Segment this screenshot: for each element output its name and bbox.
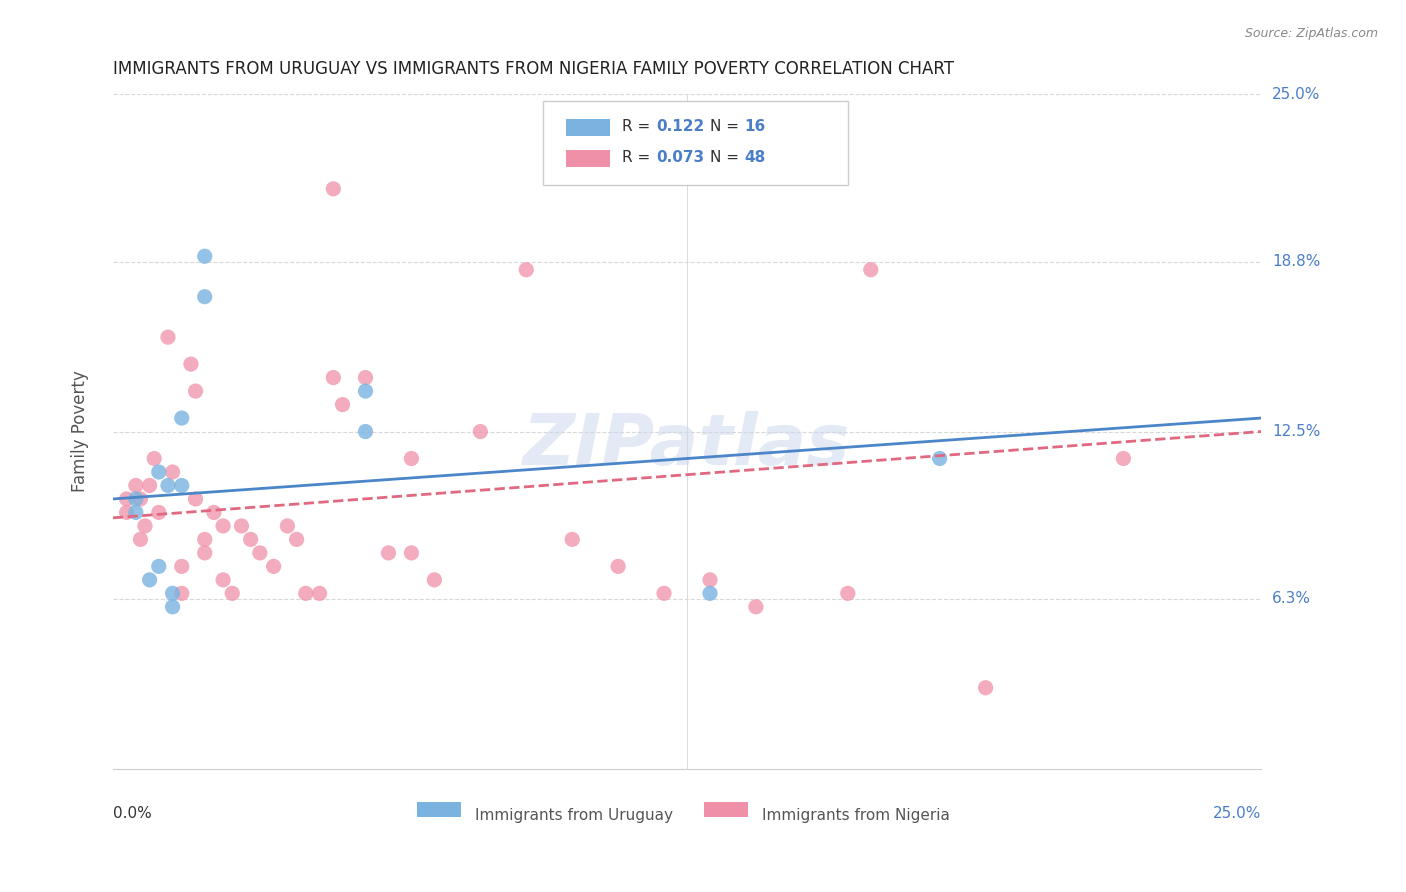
Point — [115, 505, 138, 519]
Text: N =: N = — [710, 151, 744, 165]
Point — [859, 262, 882, 277]
Point — [212, 573, 235, 587]
Text: Immigrants from Nigeria: Immigrants from Nigeria — [762, 808, 949, 822]
Point — [354, 370, 377, 384]
Point — [928, 451, 950, 466]
Point — [1112, 451, 1135, 466]
FancyBboxPatch shape — [544, 101, 848, 186]
Point — [162, 586, 184, 600]
Text: N =: N = — [710, 120, 744, 135]
Point — [194, 249, 217, 263]
Point — [138, 573, 160, 587]
Point — [156, 478, 179, 492]
Point — [194, 533, 217, 547]
Point — [184, 491, 207, 506]
Point — [162, 465, 184, 479]
Point — [285, 533, 308, 547]
Point — [138, 478, 160, 492]
Point — [308, 586, 330, 600]
Point — [129, 533, 152, 547]
Point — [652, 586, 675, 600]
Point — [377, 546, 399, 560]
Point — [607, 559, 630, 574]
Text: 0.122: 0.122 — [657, 120, 704, 135]
Point — [125, 478, 148, 492]
Point — [561, 533, 583, 547]
FancyBboxPatch shape — [567, 150, 610, 167]
Point — [354, 384, 377, 398]
Point — [212, 519, 235, 533]
Point — [239, 533, 262, 547]
Text: R =: R = — [621, 120, 655, 135]
Point — [184, 384, 207, 398]
Point — [115, 491, 138, 506]
Point — [837, 586, 859, 600]
FancyBboxPatch shape — [567, 119, 610, 136]
Point — [143, 451, 166, 466]
Point — [423, 573, 446, 587]
Point — [294, 586, 316, 600]
Text: IMMIGRANTS FROM URUGUAY VS IMMIGRANTS FROM NIGERIA FAMILY POVERTY CORRELATION CH: IMMIGRANTS FROM URUGUAY VS IMMIGRANTS FR… — [112, 60, 953, 78]
Point — [322, 370, 344, 384]
Point — [170, 559, 193, 574]
Text: ZIPatlas: ZIPatlas — [523, 410, 851, 480]
Text: Immigrants from Uruguay: Immigrants from Uruguay — [475, 808, 672, 822]
Point — [170, 411, 193, 425]
Point — [148, 465, 170, 479]
Point — [699, 573, 721, 587]
Point — [332, 398, 354, 412]
Point — [125, 505, 148, 519]
Point — [134, 519, 156, 533]
Text: 16: 16 — [744, 120, 766, 135]
Point — [354, 425, 377, 439]
Text: 0.073: 0.073 — [657, 151, 704, 165]
Point — [470, 425, 492, 439]
Point — [170, 586, 193, 600]
Text: 25.0%: 25.0% — [1213, 805, 1261, 821]
Text: R =: R = — [621, 151, 655, 165]
Point — [194, 290, 217, 304]
Point — [129, 491, 152, 506]
Text: Source: ZipAtlas.com: Source: ZipAtlas.com — [1244, 27, 1378, 40]
Point — [170, 478, 193, 492]
Point — [515, 262, 537, 277]
Point — [263, 559, 285, 574]
Text: 12.5%: 12.5% — [1272, 424, 1320, 439]
FancyBboxPatch shape — [704, 802, 748, 817]
FancyBboxPatch shape — [418, 802, 461, 817]
Point — [231, 519, 253, 533]
Point — [148, 505, 170, 519]
Text: 0.0%: 0.0% — [112, 805, 152, 821]
Y-axis label: Family Poverty: Family Poverty — [72, 371, 89, 492]
Point — [974, 681, 997, 695]
Point — [322, 182, 344, 196]
Point — [699, 586, 721, 600]
Point — [162, 599, 184, 614]
Point — [249, 546, 271, 560]
Point — [180, 357, 202, 371]
Text: 25.0%: 25.0% — [1272, 87, 1320, 102]
Point — [125, 491, 148, 506]
Text: 6.3%: 6.3% — [1272, 591, 1312, 607]
Point — [148, 559, 170, 574]
Point — [221, 586, 243, 600]
Text: 18.8%: 18.8% — [1272, 254, 1320, 269]
Point — [202, 505, 225, 519]
Point — [745, 599, 768, 614]
Point — [401, 546, 423, 560]
Point — [194, 546, 217, 560]
Point — [156, 330, 179, 344]
Point — [276, 519, 298, 533]
Point — [401, 451, 423, 466]
Text: 48: 48 — [744, 151, 766, 165]
